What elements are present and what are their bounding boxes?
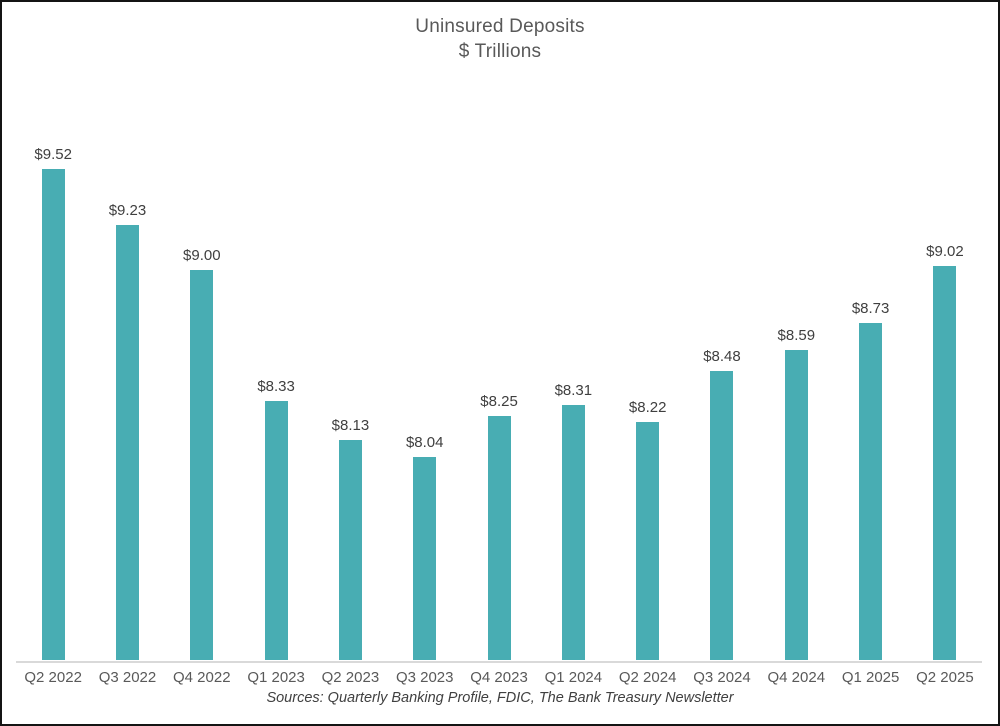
x-axis-tick-label: Q1 2024	[544, 669, 603, 686]
bar	[636, 422, 660, 660]
bar	[115, 225, 139, 660]
bar-data-label: $8.04	[405, 434, 444, 451]
bar	[190, 270, 214, 660]
chart-subtitle: $ Trillions	[458, 41, 542, 62]
bar-column: $8.48	[685, 2, 759, 660]
bar-column: $8.73	[833, 2, 907, 660]
bar	[338, 440, 362, 660]
bar-column: $8.33	[239, 2, 313, 660]
x-axis-tick-label: Q1 2023	[247, 669, 305, 686]
bar	[487, 416, 511, 660]
x-axis-tick-label: Q4 2024	[767, 669, 826, 686]
bar-data-label: $8.59	[777, 327, 816, 344]
bar-column: $9.02	[908, 2, 982, 660]
bar-column: $8.22	[611, 2, 685, 660]
bar-data-label: $8.48	[703, 348, 741, 365]
x-axis-tick-label: Q3 2023	[395, 669, 454, 686]
bar-data-label: $8.25	[480, 393, 518, 410]
bar-data-label: $8.31	[554, 382, 593, 399]
x-axis-tick-label: Q2 2025	[916, 669, 974, 686]
bar-data-label: $8.73	[851, 300, 890, 317]
bar-data-label: $9.52	[34, 146, 72, 163]
chart-title: Uninsured Deposits	[415, 16, 585, 37]
bar-data-label: $8.13	[331, 417, 370, 434]
bar	[561, 405, 585, 660]
x-axis-labels-row: Q2 2022 Q3 2022 Q4 2022 Q1 2023 Q2 2023 Q3 20…	[16, 669, 982, 686]
bar	[264, 401, 288, 660]
x-axis-tick-label: Q1 2025	[841, 669, 900, 686]
chart-title-block: Uninsured Deposits $ Trillions	[2, 14, 998, 64]
x-axis-tick-label: Q3 2024	[693, 669, 751, 686]
bar-data-label: $8.33	[257, 378, 295, 395]
bar-column: $8.25	[462, 2, 536, 660]
bar-column: $8.31	[536, 2, 610, 660]
x-axis-tick-label: Q4 2023	[470, 669, 528, 686]
bar-column: $8.13	[313, 2, 387, 660]
x-axis-tick-label: Q2 2022	[24, 669, 82, 686]
bar	[710, 371, 734, 660]
bar	[933, 266, 957, 660]
x-axis-tick-label: Q2 2024	[618, 669, 677, 686]
bar-data-label: $9.00	[183, 247, 221, 264]
plot-area: $9.52 $9.23 $9.00 $8.33 $8.13 $8.04 $8.25 $8.31…	[16, 2, 982, 660]
x-axis-tick-label: Q2 2023	[321, 669, 380, 686]
bar	[784, 350, 808, 660]
bar-column: $8.04	[388, 2, 462, 660]
bar-column: $9.23	[90, 2, 164, 660]
bar-data-label: $9.23	[108, 202, 147, 219]
bar	[41, 169, 65, 660]
bar-data-label: $8.22	[628, 399, 667, 416]
bar-data-label: $9.02	[926, 243, 964, 260]
bar-column: $9.00	[165, 2, 239, 660]
x-axis-line	[16, 661, 982, 663]
source-note: Sources: Quarterly Banking Profile, FDIC…	[266, 690, 734, 706]
bar-column: $9.52	[16, 2, 90, 660]
x-axis-tick-label: Q3 2022	[98, 669, 157, 686]
bar	[859, 323, 883, 660]
bar-column: $8.59	[759, 2, 833, 660]
x-axis-tick-label: Q4 2022	[173, 669, 231, 686]
bar	[413, 457, 437, 660]
